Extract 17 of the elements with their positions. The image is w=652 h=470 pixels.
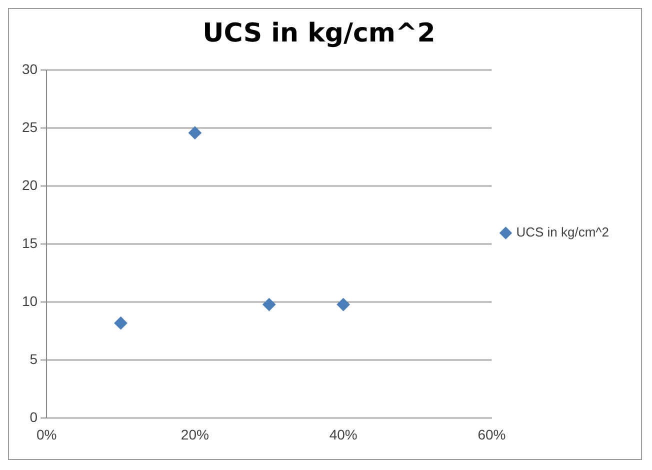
point — [262, 298, 276, 312]
legend-label: UCS in kg/cm^2 — [516, 224, 610, 240]
y-tick-label: 5 — [30, 351, 38, 368]
x-tick-label: 60% — [478, 426, 506, 442]
y-tick-label: 20 — [22, 177, 38, 194]
x-tick-label: 40% — [329, 426, 358, 442]
x-tick-label: 0% — [36, 426, 57, 442]
chart-title: UCS in kg/cm^2 — [202, 18, 436, 48]
point — [336, 298, 350, 312]
y-tick-label: 0 — [30, 409, 38, 426]
point — [114, 316, 128, 330]
x-tick-label: 20% — [180, 426, 209, 442]
point — [188, 126, 202, 140]
y-tick-label: 10 — [22, 293, 38, 310]
y-tick-label: 30 — [22, 61, 38, 78]
y-tick-label: 25 — [22, 119, 38, 136]
y-tick-label: 15 — [22, 235, 38, 252]
